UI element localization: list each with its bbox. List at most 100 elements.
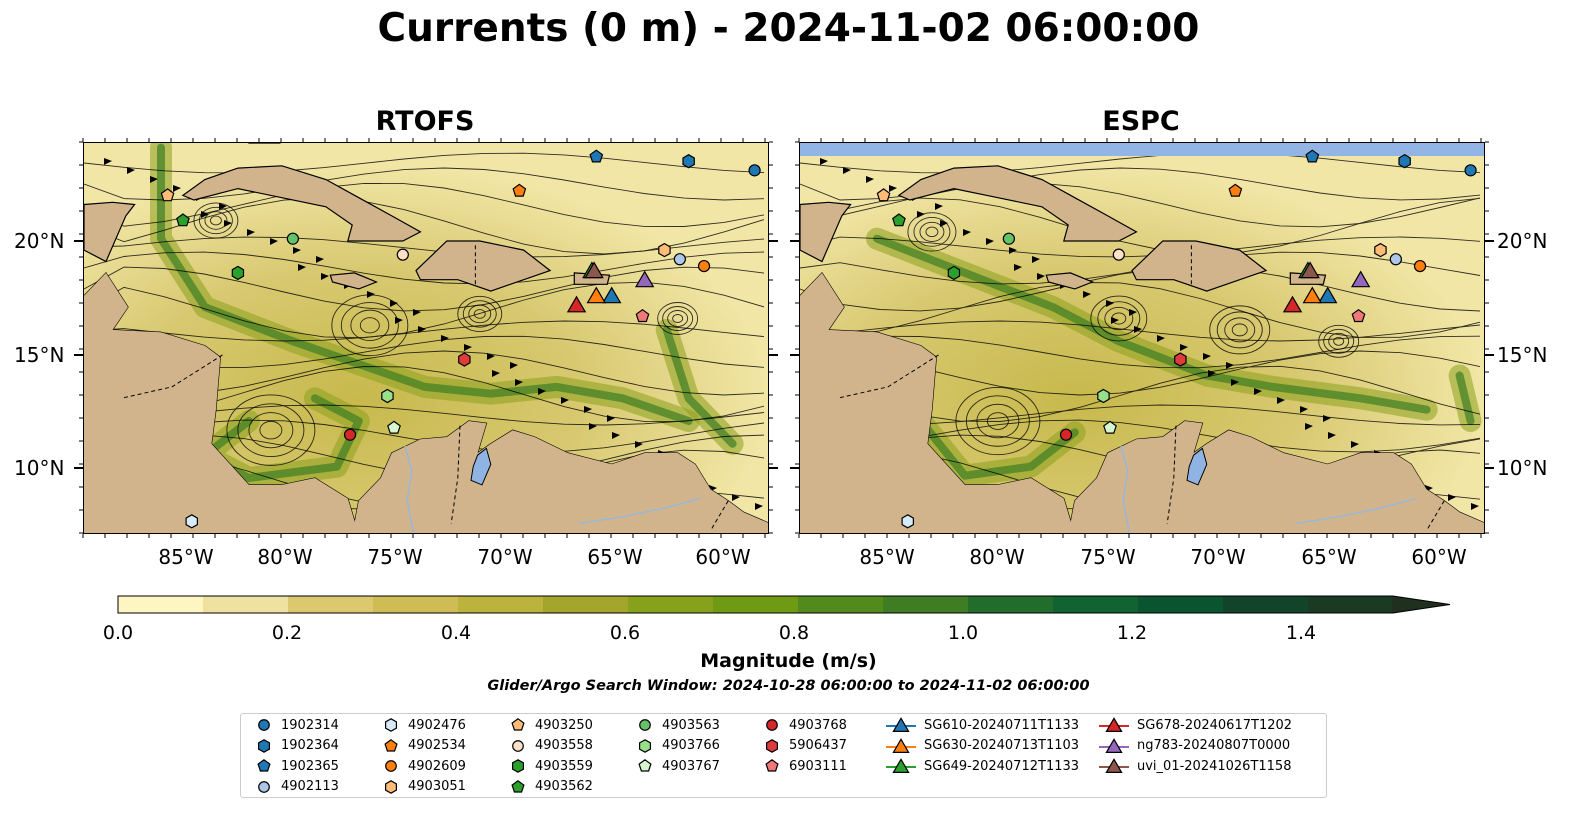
lon-label-65-left: 65°W — [587, 545, 643, 569]
legend-label: 4903563 — [662, 717, 720, 733]
legend-item: 4903768 — [763, 716, 847, 734]
hexagon-marker-icon — [257, 738, 270, 753]
colorbar-segment — [798, 596, 884, 613]
legend-marker-4903768 — [766, 719, 778, 731]
colorbar-segment — [543, 596, 629, 613]
marker-ng783-20240807T0000 — [1350, 270, 1371, 288]
legend-marker-SG649-20240712T1133 — [892, 758, 910, 773]
colorbar — [117, 595, 1451, 614]
marker-4903768 — [1059, 428, 1073, 441]
legend-item: 5906437 — [763, 737, 847, 755]
lon-label-60-right: 60°W — [1411, 545, 1467, 569]
marker-4903559 — [231, 265, 245, 281]
legend-marker-1902365 — [257, 759, 271, 772]
colorbar-tick-3: 0.6 — [609, 622, 641, 644]
colorbar-segment — [628, 596, 714, 613]
circle-marker-icon — [639, 719, 651, 731]
lon-label-60-left: 60°W — [695, 545, 751, 569]
legend-item: 4903051 — [382, 778, 466, 796]
legend-label: 1902314 — [281, 717, 339, 733]
marker-4902609 — [1413, 259, 1427, 273]
legend-marker-5906437 — [765, 738, 778, 753]
marker-4903051 — [1374, 242, 1387, 258]
lat-label-20-left: 20°N — [14, 229, 65, 253]
marker-4903562 — [892, 213, 906, 227]
lon-label-85-right: 85°W — [859, 545, 915, 569]
colorbar-segment — [713, 596, 799, 613]
legend-item: ng783-20240807T0000 — [1099, 737, 1290, 755]
pentagon-marker-icon — [765, 759, 779, 772]
marker-1902365 — [589, 149, 604, 163]
hexagon-marker-icon — [638, 738, 651, 753]
lon-label-80-left: 80°W — [257, 545, 313, 569]
lon-label-85-left: 85°W — [158, 545, 214, 569]
legend-marker-4903559 — [511, 759, 524, 773]
marker-4903563 — [286, 232, 300, 245]
legend-marker-4903562 — [511, 779, 525, 793]
marker-SG630-20240713T1103 — [586, 286, 607, 304]
lat-label-15-left: 15°N — [14, 343, 65, 367]
legend-label: SG678-20240617T1202 — [1137, 717, 1293, 733]
marker-5906437 — [1174, 352, 1187, 367]
legend: 1902314 1902364 1902365 4902113 4902476 49025… — [240, 713, 1327, 798]
legend-item: 4903562 — [509, 778, 593, 796]
legend-label: 6903111 — [789, 758, 847, 774]
legend-item: 1902314 — [255, 716, 339, 734]
map-espc-svg — [800, 143, 1484, 533]
marker-uvi_01-20241026T1158 — [584, 261, 604, 279]
colorbar-segment — [288, 596, 374, 613]
legend-label: SG649-20240712T1133 — [924, 758, 1080, 774]
marker-4903768 — [343, 428, 357, 441]
circle-marker-icon — [385, 760, 397, 772]
legend-label: 1902364 — [281, 738, 339, 753]
circle-marker-icon — [258, 780, 270, 793]
search-window-text: Glider/Argo Search Window: 2024-10-28 06… — [487, 678, 1090, 694]
lon-label-70-right: 70°W — [1190, 545, 1246, 569]
colorbar-tick-1: 0.2 — [271, 622, 303, 644]
triangle-marker-icon — [1099, 717, 1129, 732]
legend-label: ng783-20240807T0000 — [1137, 738, 1291, 753]
marker-4902534 — [512, 183, 527, 197]
marker-1902364 — [1398, 154, 1411, 169]
marker-4902113 — [1389, 253, 1402, 266]
legend-marker-1902364 — [257, 738, 270, 753]
marker-1902364 — [682, 154, 695, 169]
legend-label: 4903562 — [535, 779, 593, 794]
circle-marker-icon — [766, 719, 778, 731]
legend-item: 4903559 — [509, 757, 593, 775]
legend-marker-SG678-20240617T1202 — [1105, 717, 1123, 732]
colorbar-segment — [968, 596, 1054, 613]
panel-title-rtofs: RTOFS — [375, 106, 475, 137]
marker-4903766 — [1097, 388, 1110, 404]
legend-item: SG630-20240713T1103 — [886, 737, 1079, 755]
legend-label: 4902609 — [408, 758, 466, 774]
legend-marker-4902534 — [384, 738, 398, 752]
map-rtofs-svg — [84, 143, 768, 533]
legend-marker-4903250 — [511, 718, 525, 731]
legend-item: 1902364 — [255, 737, 339, 755]
legend-label: 1902365 — [281, 758, 339, 774]
legend-item: 4902476 — [382, 716, 466, 734]
marker-1902365 — [1305, 149, 1320, 163]
legend-label: 4903051 — [408, 779, 466, 794]
legend-label: 4902476 — [408, 717, 466, 733]
legend-label: 4903766 — [662, 738, 720, 753]
legend-marker-ng783-20240807T0000 — [1105, 737, 1123, 753]
marker-4903250 — [876, 188, 891, 202]
legend-marker-4902113 — [258, 780, 270, 793]
colorbar-segment — [1138, 596, 1224, 613]
lat-label-15-right: 15°N — [1497, 343, 1548, 367]
marker-SG630-20240713T1103 — [1302, 286, 1323, 304]
marker-6903111 — [1351, 308, 1366, 323]
colorbar-tick-7: 1.4 — [1285, 622, 1317, 644]
legend-marker-6903111 — [765, 759, 779, 772]
triangle-marker-icon — [886, 717, 916, 732]
marker-4903558 — [396, 248, 409, 261]
triangle-marker-icon — [1099, 758, 1129, 773]
colorbar-tick-2: 0.4 — [440, 622, 472, 644]
legend-item: 4903766 — [636, 737, 720, 755]
legend-item: uvi_01-20241026T1158 — [1099, 757, 1291, 775]
colorbar-segment — [118, 596, 204, 613]
legend-label: 4903250 — [535, 717, 593, 733]
legend-marker-uvi_01-20241026T1158 — [1105, 758, 1123, 773]
